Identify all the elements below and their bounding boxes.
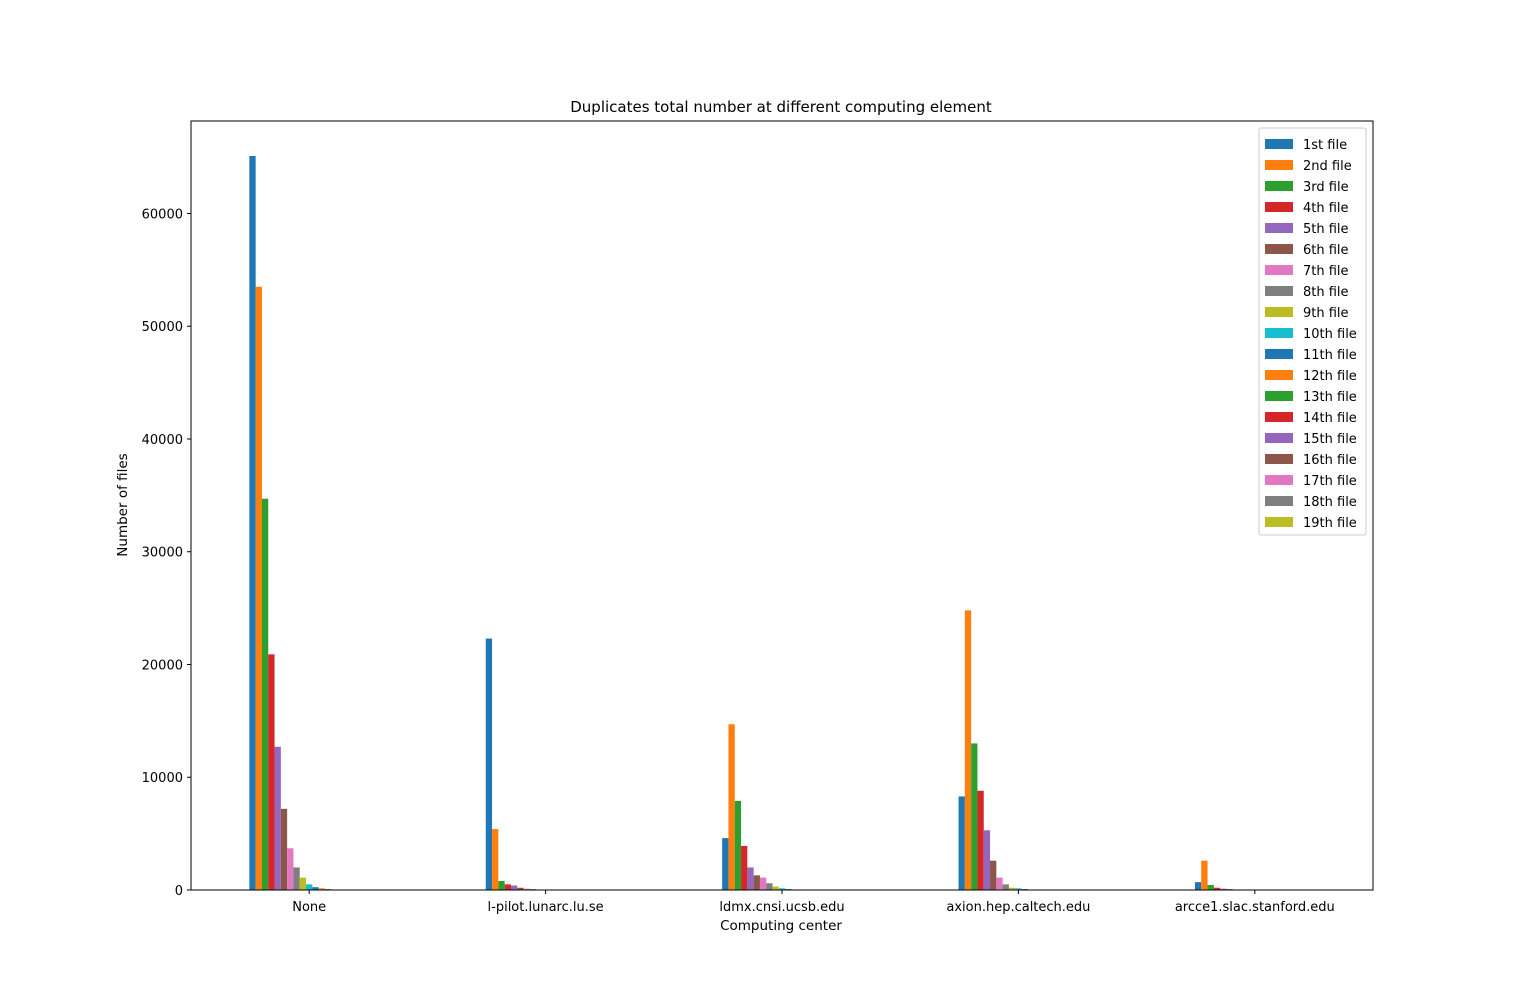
legend-swatch	[1265, 307, 1293, 317]
bar-4-4	[977, 791, 983, 890]
bar-2-2	[492, 829, 498, 890]
legend-label: 3rd file	[1303, 180, 1349, 195]
bar-9-1	[300, 878, 306, 890]
bar-5-2	[511, 885, 517, 890]
legend-swatch	[1265, 433, 1293, 443]
bar-9-3	[773, 887, 779, 890]
legend-label: 4th file	[1303, 201, 1349, 216]
bar-5-3	[747, 867, 753, 890]
legend-swatch	[1265, 328, 1293, 338]
bar-4-3	[741, 846, 747, 890]
y-tick-label: 0	[175, 884, 183, 899]
legend-swatch	[1265, 496, 1293, 506]
bar-1-1	[249, 156, 255, 890]
legend-swatch	[1265, 454, 1293, 464]
legend-swatch	[1265, 412, 1293, 422]
x-tick-label: ldmx.cnsi.ucsb.edu	[719, 900, 844, 915]
bar-3-5	[1208, 885, 1214, 890]
x-axis-label: Computing center	[720, 918, 842, 934]
x-tick-label: arcce1.slac.stanford.edu	[1175, 900, 1335, 915]
y-axis-label: Number of files	[115, 453, 131, 556]
legend-swatch	[1265, 475, 1293, 485]
bar-1-3	[722, 838, 728, 890]
bar-3-1	[262, 499, 268, 890]
bar-2-5	[1201, 861, 1207, 890]
legend-swatch	[1265, 202, 1293, 212]
legend-swatch	[1265, 223, 1293, 233]
legend-label: 5th file	[1303, 222, 1349, 237]
y-tick-label: 10000	[142, 771, 183, 786]
y-tick-label: 50000	[142, 320, 183, 335]
bar-6-4	[990, 861, 996, 890]
legend-label: 6th file	[1303, 243, 1349, 258]
bar-10-1	[306, 884, 312, 890]
bar-8-1	[293, 867, 299, 890]
bar-8-3	[766, 883, 772, 890]
bar-3-4	[971, 743, 977, 890]
bar-6-1	[281, 809, 287, 890]
bar-4-2	[505, 884, 511, 890]
legend-label: 13th file	[1303, 390, 1357, 405]
legend-label: 18th file	[1303, 495, 1357, 510]
bar-1-4	[959, 796, 965, 890]
bar-4-1	[268, 654, 274, 890]
legend-swatch	[1265, 349, 1293, 359]
y-tick-label: 20000	[142, 658, 183, 673]
legend-label: 1st file	[1303, 138, 1347, 153]
bar-3-2	[498, 881, 504, 890]
bar-7-4	[996, 878, 1002, 890]
legend-swatch	[1265, 265, 1293, 275]
bars-layer	[249, 156, 1264, 890]
legend-label: 12th file	[1303, 369, 1357, 384]
legend: 1st file 2nd file 3rd file 4th file 5th file…	[1259, 128, 1366, 535]
y-tick-label: 30000	[142, 546, 183, 561]
bar-6-3	[754, 875, 760, 890]
bar-3-3	[735, 801, 741, 890]
legend-label: 19th file	[1303, 516, 1357, 531]
y-tick-label: 40000	[142, 433, 183, 448]
legend-label: 16th file	[1303, 453, 1357, 468]
bar-2-1	[256, 287, 262, 890]
bar-7-3	[760, 878, 766, 890]
bar-1-2	[486, 639, 492, 890]
legend-label: 2nd file	[1303, 159, 1352, 174]
legend-label: 11th file	[1303, 348, 1357, 363]
legend-label: 7th file	[1303, 264, 1349, 279]
x-tick-label: axion.hep.caltech.edu	[946, 900, 1090, 915]
bar-7-1	[287, 848, 293, 890]
legend-label: 10th file	[1303, 327, 1357, 342]
legend-swatch	[1265, 517, 1293, 527]
legend-label: 15th file	[1303, 432, 1357, 447]
bar-8-4	[1003, 884, 1009, 890]
bar-5-1	[275, 747, 281, 890]
legend-swatch	[1265, 391, 1293, 401]
legend-swatch	[1265, 244, 1293, 254]
y-tick-label: 60000	[142, 207, 183, 222]
legend-swatch	[1265, 160, 1293, 170]
legend-label: 14th file	[1303, 411, 1357, 426]
legend-swatch	[1265, 139, 1293, 149]
x-tick-label: l-pilot.lunarc.lu.se	[488, 900, 604, 915]
legend-label: 17th file	[1303, 474, 1357, 489]
x-tick-label: None	[292, 900, 326, 915]
bar-5-4	[984, 830, 990, 890]
legend-swatch	[1265, 181, 1293, 191]
legend-label: 8th file	[1303, 285, 1349, 300]
legend-swatch	[1265, 286, 1293, 296]
plot-frame	[191, 121, 1373, 890]
chart-title: Duplicates total number at different com…	[570, 98, 992, 116]
legend-label: 9th file	[1303, 306, 1349, 321]
bar-1-5	[1195, 882, 1201, 890]
axes-layer: 0 10000 20000 30000 40000 50000 60000 None l-pil…	[142, 121, 1373, 915]
legend-swatch	[1265, 370, 1293, 380]
bar-2-3	[728, 724, 734, 890]
bar-2-4	[965, 610, 971, 890]
